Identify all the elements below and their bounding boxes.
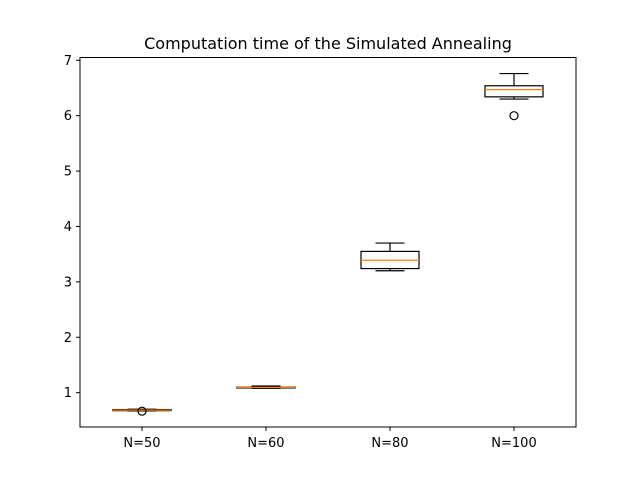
x-tick-label: N=80 bbox=[371, 436, 408, 451]
x-tick-label: N=60 bbox=[247, 436, 284, 451]
x-tick-label: N=50 bbox=[123, 436, 160, 451]
y-tick-label: 1 bbox=[64, 386, 72, 401]
y-tick-label: 3 bbox=[64, 275, 72, 290]
box-n-100 bbox=[484, 72, 544, 121]
iqr-box bbox=[484, 85, 544, 98]
y-tick-label: 5 bbox=[64, 165, 72, 180]
y-tick-label: 7 bbox=[64, 54, 72, 69]
y-axis: 1 2 3 4 5 6 7 bbox=[64, 54, 80, 401]
x-axis: N=50 N=60 N=80 N=100 bbox=[123, 427, 537, 451]
x-tick-label: N=100 bbox=[491, 436, 536, 451]
y-tick-label: 6 bbox=[64, 109, 72, 124]
chart-title: Computation time of the Simulated Anneal… bbox=[144, 34, 512, 53]
y-tick-label: 4 bbox=[64, 220, 72, 235]
plot-area bbox=[112, 72, 544, 416]
box-n-60 bbox=[236, 385, 296, 389]
outlier-point bbox=[509, 111, 519, 121]
axes-frame bbox=[79, 57, 577, 428]
box-n-50 bbox=[112, 406, 172, 416]
box-n-80 bbox=[360, 242, 420, 272]
outlier-point bbox=[137, 406, 147, 416]
y-tick-label: 2 bbox=[64, 331, 72, 346]
